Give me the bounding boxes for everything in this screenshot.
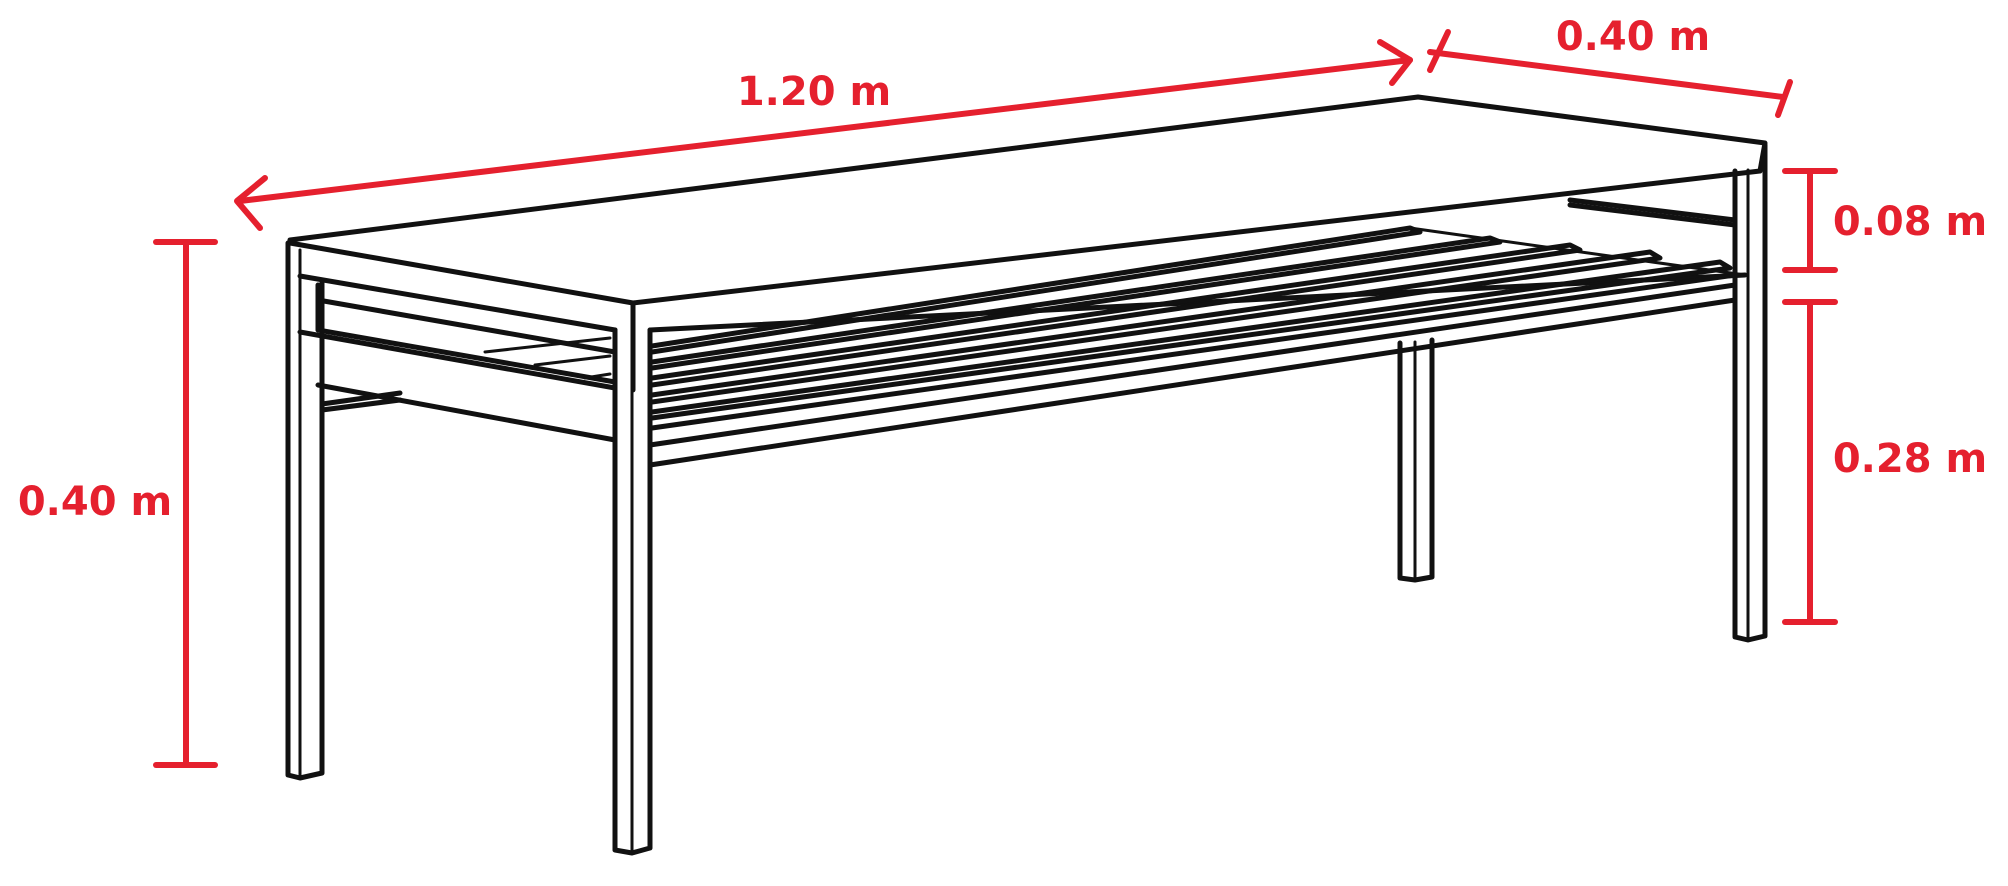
dimension-top-thickness: 0.08 m [1782, 168, 1987, 273]
dimension-length: 1.20 m [234, 39, 1413, 231]
length-label: 1.20 m [737, 69, 891, 115]
height-label: 0.40 m [18, 479, 172, 525]
shelf-slats [483, 225, 1747, 431]
dimension-depth: 0.40 m [1427, 14, 1793, 118]
length-arrow-right [1377, 39, 1413, 86]
depth-label: 0.40 m [1556, 14, 1710, 60]
depth-dimension-line [1427, 49, 1786, 100]
shelf-clearance-label: 0.28 m [1833, 436, 1987, 482]
leg-back-right [1732, 142, 1768, 643]
leg-front-left [285, 240, 325, 781]
depth-tick-left [1427, 29, 1451, 73]
dimension-shelf-clearance: 0.28 m [1782, 299, 1987, 625]
leg-front-right [612, 303, 653, 856]
top-thickness-label: 0.08 m [1833, 199, 1987, 245]
leg-back-middle [1397, 337, 1435, 583]
back-left-stretcher [319, 390, 403, 413]
length-dimension-line [237, 57, 1413, 204]
bench-drawing [285, 94, 1768, 856]
length-arrow-left [234, 175, 268, 231]
left-apron [297, 273, 618, 443]
dimension-height: 0.40 m [18, 239, 218, 768]
back-apron [1567, 197, 1738, 228]
depth-tick-right [1775, 79, 1793, 118]
